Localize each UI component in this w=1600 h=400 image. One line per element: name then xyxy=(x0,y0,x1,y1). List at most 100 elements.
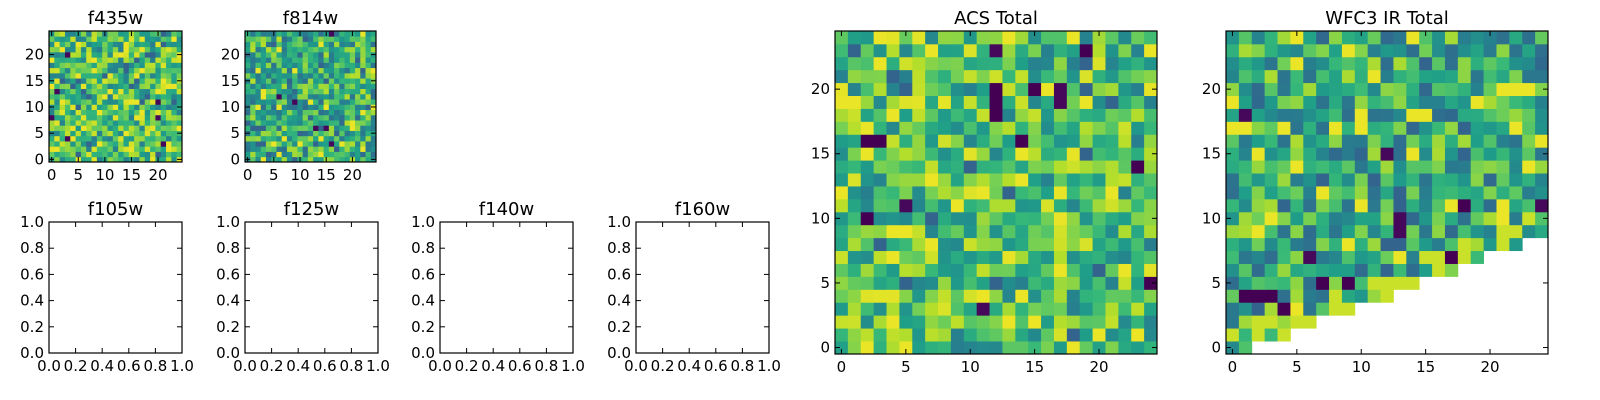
heatmap-cell xyxy=(118,72,124,79)
heatmap-cell xyxy=(1105,263,1119,277)
heatmap-cell xyxy=(1264,263,1278,277)
heatmap-cell xyxy=(91,141,98,147)
heatmap-cell xyxy=(80,135,87,142)
heatmap-cell xyxy=(166,125,172,131)
heatmap-cell xyxy=(1303,302,1317,316)
heatmap-cell xyxy=(912,186,926,200)
heatmap-cell xyxy=(96,146,103,152)
heatmap-cell xyxy=(1303,160,1317,174)
heatmap-cell xyxy=(1496,160,1510,174)
heatmap-cell xyxy=(334,146,340,152)
heatmap-cell xyxy=(989,147,1003,161)
heatmap-cell xyxy=(307,114,314,121)
heatmap-cell xyxy=(70,67,76,74)
heatmap-cell xyxy=(160,114,167,121)
heatmap-cell xyxy=(144,57,151,63)
heatmap-cell xyxy=(339,93,345,100)
heatmap-cell xyxy=(91,57,98,63)
heatmap-cell xyxy=(292,31,298,37)
heatmap-cell xyxy=(1354,173,1369,187)
heatmap-cell xyxy=(265,72,272,79)
heatmap-cell xyxy=(1002,289,1016,303)
heatmap-cell xyxy=(54,57,61,63)
heatmap-cell xyxy=(847,198,862,213)
heatmap-cell xyxy=(1406,82,1420,96)
heatmap-cell xyxy=(1380,95,1394,109)
heatmap-cell xyxy=(1535,121,1549,135)
heatmap-cell xyxy=(1393,121,1407,135)
heatmap-cell xyxy=(302,93,309,100)
heatmap-cell xyxy=(835,56,849,71)
heatmap-cell xyxy=(75,109,82,116)
heatmap-cell xyxy=(349,104,356,110)
heatmap-cell xyxy=(323,36,330,42)
heatmap-cell xyxy=(873,134,887,148)
heatmap-cell xyxy=(107,104,114,110)
heatmap-cell xyxy=(80,141,87,147)
heatmap-cell xyxy=(323,114,330,121)
heatmap-cell xyxy=(1226,108,1240,122)
heatmap-cell xyxy=(107,125,114,131)
heatmap-cell xyxy=(1329,237,1343,252)
heatmap-cell xyxy=(1316,82,1330,96)
heatmap-cell xyxy=(160,62,167,69)
heatmap-cell xyxy=(96,36,103,42)
heatmap-cell xyxy=(313,67,319,74)
heatmap-cell xyxy=(1329,134,1343,148)
heatmap-cell xyxy=(886,341,900,355)
heatmap-cell xyxy=(344,31,351,37)
heatmap-cell xyxy=(107,72,114,79)
heatmap-cell xyxy=(75,67,82,74)
heatmap-cell xyxy=(250,62,256,69)
x-tick-label: 20 xyxy=(1089,358,1108,376)
heatmap-cell xyxy=(297,36,304,42)
heatmap-cell xyxy=(144,114,151,121)
heatmap-cell xyxy=(307,104,314,110)
heatmap-cell xyxy=(1041,276,1055,290)
heatmap-cell xyxy=(49,109,55,116)
heatmap-cell xyxy=(1341,211,1356,226)
heatmap-cell xyxy=(1079,160,1093,174)
heatmap-cell xyxy=(64,46,71,53)
heatmap-cell xyxy=(112,130,119,137)
heatmap-cell xyxy=(1238,173,1253,187)
heatmap-cell xyxy=(1367,224,1381,239)
heatmap-cell xyxy=(250,156,256,163)
heatmap-cell xyxy=(297,104,304,110)
heatmap-cell xyxy=(102,78,108,84)
heatmap-cell xyxy=(144,72,151,79)
heatmap-cell xyxy=(950,186,965,200)
heatmap-cell xyxy=(112,41,119,48)
heatmap-cell xyxy=(54,109,61,116)
heatmap-cell xyxy=(1251,302,1266,316)
heatmap-cell xyxy=(276,36,283,42)
heatmap-cell xyxy=(155,67,162,74)
heatmap-cell xyxy=(1105,173,1119,187)
heatmap-cell xyxy=(339,120,345,126)
heatmap-cell xyxy=(976,198,990,213)
heatmap-cell xyxy=(1015,147,1029,161)
heatmap-cell xyxy=(1066,198,1081,213)
heatmap-cell xyxy=(976,95,990,109)
heatmap-cell xyxy=(70,51,76,58)
heatmap-cell xyxy=(1329,95,1343,109)
heatmap-cell xyxy=(59,88,66,95)
heatmap-cell xyxy=(59,57,66,63)
heatmap-cell xyxy=(323,99,330,105)
heatmap-cell xyxy=(245,135,251,142)
heatmap-cell xyxy=(265,51,272,58)
heatmap-cell xyxy=(1264,289,1278,303)
heatmap-cell xyxy=(1354,95,1369,109)
heatmap-cell xyxy=(292,151,298,158)
heatmap-cell xyxy=(1251,31,1266,45)
heatmap-cell xyxy=(1015,237,1029,252)
heatmap-cell xyxy=(899,69,913,84)
heatmap-cell xyxy=(1079,276,1093,290)
heatmap-cell xyxy=(344,104,351,110)
heatmap-cell xyxy=(339,88,345,95)
heatmap-cell xyxy=(1118,160,1132,174)
y-tick-label: 0.8 xyxy=(20,239,44,257)
heatmap-cell xyxy=(75,141,82,147)
heatmap-cell xyxy=(912,328,926,342)
